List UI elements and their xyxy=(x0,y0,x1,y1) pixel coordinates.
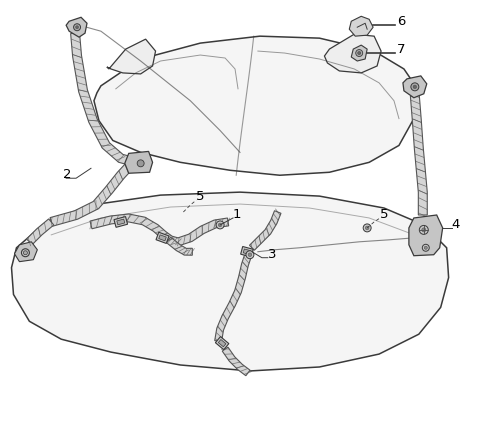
Circle shape xyxy=(363,224,371,232)
Polygon shape xyxy=(117,219,125,225)
Circle shape xyxy=(248,253,252,257)
Polygon shape xyxy=(94,36,419,175)
Polygon shape xyxy=(403,76,427,98)
Text: 7: 7 xyxy=(397,43,406,56)
Polygon shape xyxy=(240,246,253,257)
Polygon shape xyxy=(71,33,137,167)
Polygon shape xyxy=(90,214,228,246)
Text: 1: 1 xyxy=(233,208,241,221)
Circle shape xyxy=(422,244,429,251)
Circle shape xyxy=(356,50,363,57)
Polygon shape xyxy=(166,237,192,255)
Circle shape xyxy=(420,225,428,234)
Polygon shape xyxy=(410,95,427,215)
Text: 4: 4 xyxy=(452,218,460,231)
Polygon shape xyxy=(215,255,251,342)
Polygon shape xyxy=(243,249,251,255)
Text: 5: 5 xyxy=(380,208,389,221)
Polygon shape xyxy=(14,242,37,262)
Polygon shape xyxy=(222,347,250,376)
Circle shape xyxy=(24,251,27,255)
Polygon shape xyxy=(159,235,166,241)
Polygon shape xyxy=(324,34,381,73)
Polygon shape xyxy=(50,159,136,226)
Circle shape xyxy=(137,160,144,167)
Circle shape xyxy=(75,26,79,29)
Circle shape xyxy=(73,24,81,31)
Polygon shape xyxy=(26,219,54,245)
Circle shape xyxy=(422,228,426,232)
Polygon shape xyxy=(114,217,128,227)
Polygon shape xyxy=(125,151,153,173)
Circle shape xyxy=(218,223,222,227)
Text: 2: 2 xyxy=(63,168,72,181)
Polygon shape xyxy=(250,211,281,250)
Circle shape xyxy=(424,246,427,249)
Polygon shape xyxy=(218,340,226,347)
Circle shape xyxy=(216,221,224,229)
Circle shape xyxy=(365,226,369,230)
Text: 3: 3 xyxy=(268,248,276,261)
Polygon shape xyxy=(216,337,229,350)
Polygon shape xyxy=(66,17,87,37)
Polygon shape xyxy=(107,39,156,74)
Circle shape xyxy=(246,251,254,259)
Polygon shape xyxy=(156,232,169,244)
Polygon shape xyxy=(349,16,373,36)
Polygon shape xyxy=(12,192,449,371)
Polygon shape xyxy=(409,215,443,256)
Text: 6: 6 xyxy=(397,15,405,28)
Text: 5: 5 xyxy=(196,190,205,203)
Circle shape xyxy=(413,85,417,89)
Circle shape xyxy=(411,83,419,91)
Polygon shape xyxy=(351,45,367,61)
Circle shape xyxy=(358,51,360,54)
